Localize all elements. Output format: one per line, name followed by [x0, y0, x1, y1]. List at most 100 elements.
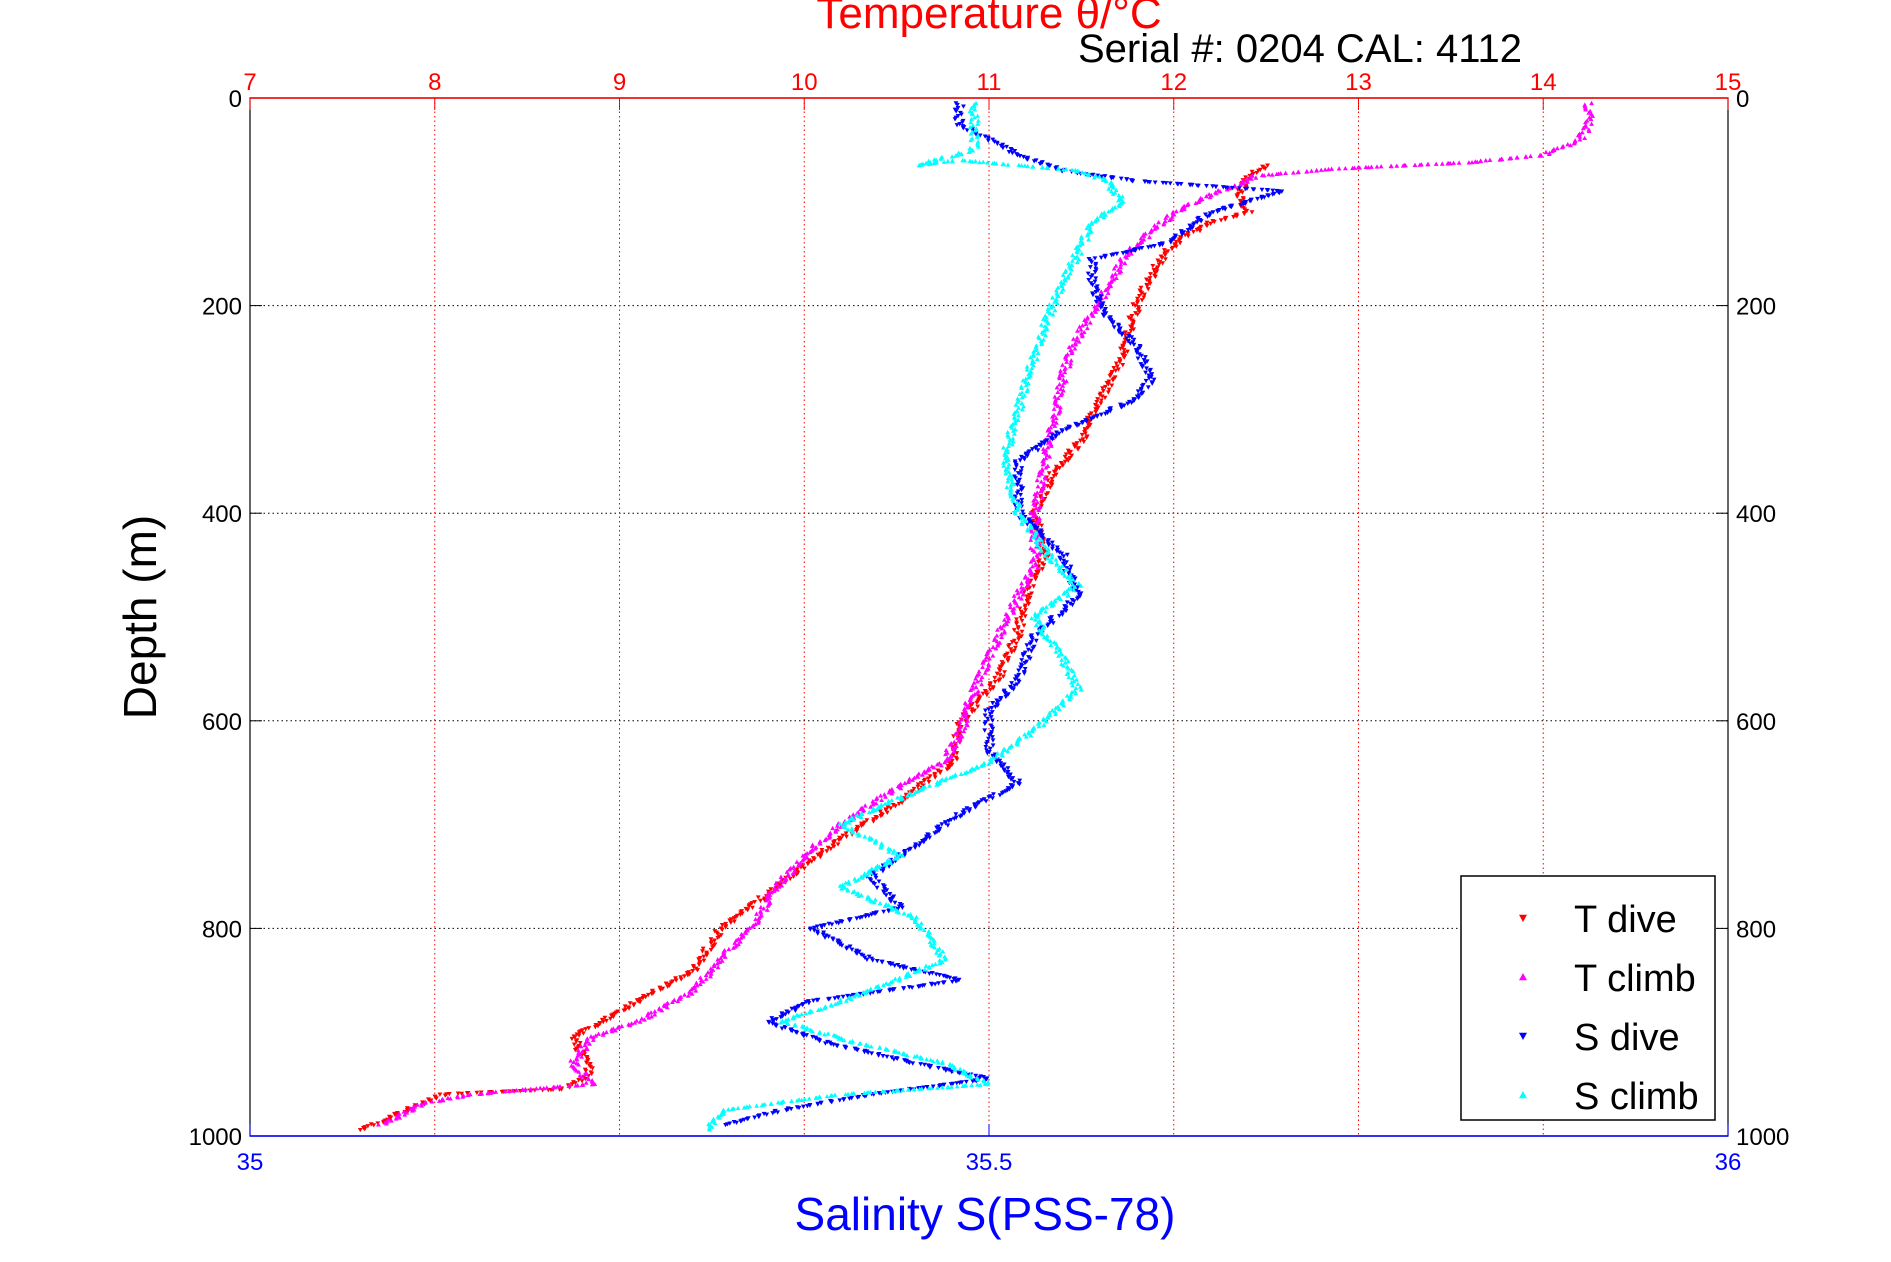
data-point — [689, 986, 694, 992]
data-point — [1040, 165, 1045, 170]
data-point — [903, 974, 909, 979]
data-point — [939, 822, 945, 827]
data-point — [1005, 748, 1011, 754]
data-point — [1069, 597, 1075, 603]
data-point — [1018, 469, 1024, 474]
data-point — [1152, 270, 1158, 276]
data-point — [1087, 230, 1093, 235]
data-point — [1058, 279, 1064, 284]
data-point — [995, 699, 1001, 705]
data-point — [968, 137, 974, 143]
data-point — [910, 1061, 916, 1066]
data-point — [864, 818, 870, 823]
data-point — [1086, 278, 1092, 283]
data-point — [970, 1079, 976, 1084]
data-point — [1261, 173, 1267, 178]
data-point — [1045, 320, 1051, 326]
data-point — [1136, 395, 1142, 401]
data-point — [1040, 462, 1046, 467]
data-point — [723, 925, 729, 930]
data-point — [836, 1036, 842, 1041]
data-point — [1075, 447, 1081, 452]
data-point — [415, 1102, 420, 1107]
data-point — [947, 742, 953, 747]
data-point — [1053, 415, 1059, 421]
data-point — [1106, 209, 1112, 214]
data-point — [1054, 545, 1060, 550]
data-point — [825, 845, 831, 851]
data-point — [1194, 220, 1200, 225]
data-point — [407, 1106, 413, 1111]
data-point — [579, 1074, 585, 1079]
data-point — [1043, 332, 1049, 338]
data-point — [892, 976, 898, 981]
data-point — [1011, 648, 1017, 654]
data-point — [1002, 691, 1008, 696]
data-point — [637, 1000, 643, 1005]
data-point — [1153, 274, 1158, 280]
data-point — [1425, 162, 1431, 167]
data-point — [899, 800, 905, 806]
data-point — [900, 1087, 906, 1093]
data-point — [872, 840, 878, 845]
data-point — [968, 1075, 974, 1080]
data-point — [1124, 255, 1130, 260]
data-point — [1037, 161, 1043, 167]
data-point — [896, 904, 902, 909]
data-point — [896, 801, 902, 807]
temperature-tick-label: 13 — [1345, 69, 1372, 96]
data-point — [960, 712, 966, 717]
data-point — [1152, 226, 1158, 231]
data-point — [875, 989, 881, 995]
data-point — [1014, 482, 1020, 488]
data-point — [1045, 440, 1051, 445]
data-point — [579, 1082, 585, 1087]
data-point — [940, 980, 946, 986]
data-point — [1161, 248, 1167, 253]
data-point — [1035, 350, 1041, 355]
data-point — [1013, 464, 1019, 469]
data-point — [1126, 338, 1131, 344]
data-point — [927, 774, 933, 779]
data-point — [828, 1093, 834, 1098]
temperature-tick-label: 10 — [791, 69, 818, 96]
data-point — [1019, 521, 1025, 526]
data-point — [555, 1084, 560, 1089]
data-point — [974, 690, 980, 695]
data-point — [1051, 406, 1057, 411]
data-point — [1052, 307, 1058, 313]
data-point — [1400, 163, 1406, 168]
data-point — [969, 707, 975, 712]
data-point — [822, 837, 828, 843]
data-point — [465, 1092, 471, 1097]
data-point — [1118, 262, 1124, 267]
data-point — [973, 132, 979, 137]
data-point — [576, 1069, 582, 1074]
data-point — [947, 754, 953, 759]
data-point — [1008, 494, 1014, 499]
data-point — [609, 1028, 615, 1034]
data-point — [865, 896, 870, 901]
data-point — [1150, 263, 1156, 269]
data-point — [1062, 269, 1068, 275]
data-point — [843, 880, 849, 885]
data-point — [1105, 390, 1111, 395]
data-point — [1038, 322, 1044, 327]
data-point — [902, 797, 908, 802]
data-point — [854, 829, 860, 834]
data-point — [870, 958, 876, 963]
data-point — [1056, 566, 1062, 571]
data-point — [590, 1037, 596, 1042]
data-point — [1034, 356, 1040, 361]
data-point — [994, 638, 1000, 644]
data-point — [1187, 183, 1193, 188]
data-point — [1238, 202, 1244, 208]
data-point — [1120, 352, 1125, 357]
data-point — [793, 1023, 798, 1028]
data-point — [882, 862, 888, 867]
data-point — [957, 724, 963, 729]
data-point — [1118, 405, 1124, 410]
data-point — [872, 808, 878, 813]
data-point — [1016, 672, 1022, 678]
data-point — [582, 1042, 588, 1048]
